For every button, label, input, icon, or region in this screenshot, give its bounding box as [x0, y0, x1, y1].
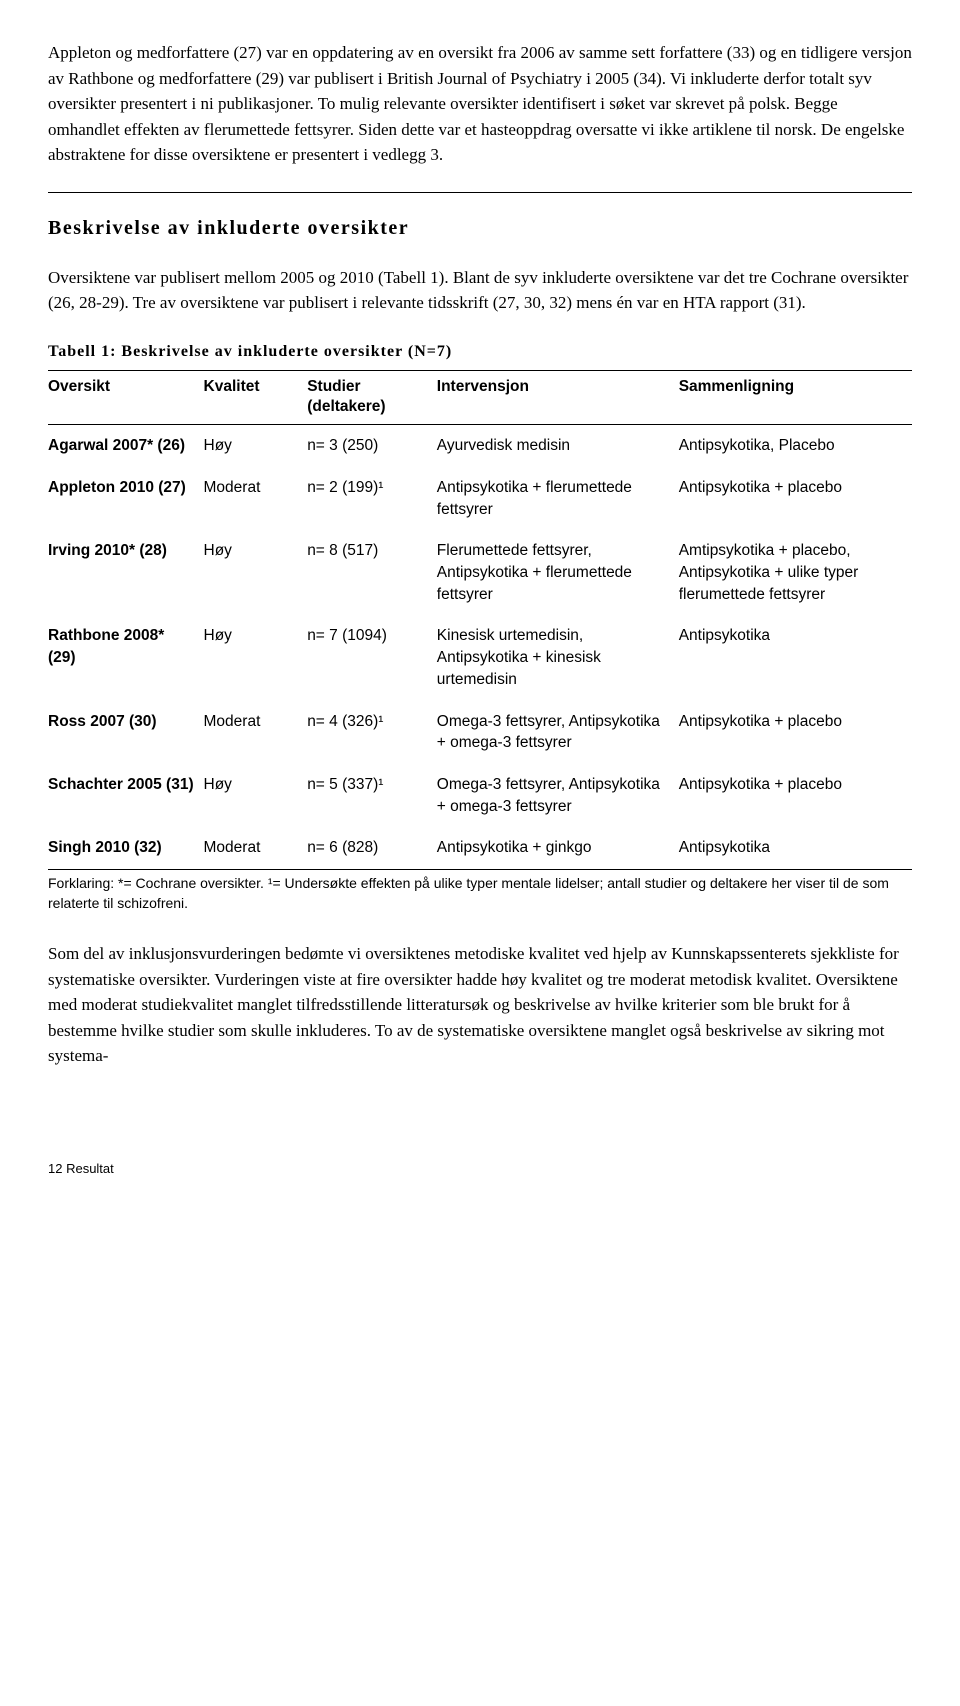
table-row: Schachter 2005 (31) Høy n= 5 (337)¹ Omeg…	[48, 764, 912, 827]
table-row: Agarwal 2007* (26) Høy n= 3 (250) Ayurve…	[48, 425, 912, 467]
cell-kvalitet: Høy	[204, 615, 308, 700]
cell-intervensjon: Ayurvedisk medisin	[437, 425, 679, 467]
th-kvalitet: Kvalitet	[204, 370, 308, 425]
cell-oversikt: Agarwal 2007* (26)	[48, 425, 204, 467]
cell-studier: n= 7 (1094)	[307, 615, 437, 700]
table-row: Appleton 2010 (27) Moderat n= 2 (199)¹ A…	[48, 467, 912, 530]
cell-studier: n= 6 (828)	[307, 827, 437, 869]
cell-sammenligning: Antipsykotika + placebo	[679, 467, 912, 530]
cell-intervensjon: Antipsykotika + flerumettede fettsyrer	[437, 467, 679, 530]
cell-sammenligning: Antipsykotika	[679, 615, 912, 700]
cell-intervensjon: Omega-3 fettsyrer, Antipsykotika + omega…	[437, 701, 679, 764]
cell-oversikt: Ross 2007 (30)	[48, 701, 204, 764]
cell-studier: n= 4 (326)¹	[307, 701, 437, 764]
th-studier: Studier (deltakere)	[307, 370, 437, 425]
cell-kvalitet: Moderat	[204, 701, 308, 764]
cell-intervensjon: Antipsykotika + ginkgo	[437, 827, 679, 869]
cell-intervensjon: Kinesisk urtemedisin, Antipsykotika + ki…	[437, 615, 679, 700]
cell-kvalitet: Høy	[204, 425, 308, 467]
th-sammenligning: Sammenligning	[679, 370, 912, 425]
cell-kvalitet: Moderat	[204, 467, 308, 530]
cell-oversikt: Irving 2010* (28)	[48, 530, 204, 615]
cell-sammenligning: Antipsykotika	[679, 827, 912, 869]
reviews-table: Oversikt Kvalitet Studier (deltakere) In…	[48, 370, 912, 869]
cell-sammenligning: Antipsykotika, Placebo	[679, 425, 912, 467]
cell-oversikt: Rathbone 2008* (29)	[48, 615, 204, 700]
cell-kvalitet: Moderat	[204, 827, 308, 869]
cell-sammenligning: Amtipsykotika + placebo, Antipsykotika +…	[679, 530, 912, 615]
table-row: Irving 2010* (28) Høy n= 8 (517) Flerume…	[48, 530, 912, 615]
cell-intervensjon: Omega-3 fettsyrer, Antipsykotika + omega…	[437, 764, 679, 827]
paragraph-intro: Appleton og medforfattere (27) var en op…	[48, 40, 912, 168]
cell-kvalitet: Høy	[204, 530, 308, 615]
table-header-row: Oversikt Kvalitet Studier (deltakere) In…	[48, 370, 912, 425]
cell-oversikt: Singh 2010 (32)	[48, 827, 204, 869]
cell-oversikt: Schachter 2005 (31)	[48, 764, 204, 827]
cell-sammenligning: Antipsykotika + placebo	[679, 764, 912, 827]
page-footer: 12 Resultat	[48, 1159, 912, 1179]
cell-studier: n= 3 (250)	[307, 425, 437, 467]
table-row: Singh 2010 (32) Moderat n= 6 (828) Antip…	[48, 827, 912, 869]
paragraph-overview: Oversiktene var publisert mellom 2005 og…	[48, 265, 912, 316]
divider	[48, 192, 912, 193]
cell-studier: n= 5 (337)¹	[307, 764, 437, 827]
table-caption: Tabell 1: Beskrivelse av inkluderte over…	[48, 340, 912, 364]
table-footnote: Forklaring: *= Cochrane oversikter. ¹= U…	[48, 869, 912, 913]
cell-oversikt: Appleton 2010 (27)	[48, 467, 204, 530]
th-oversikt: Oversikt	[48, 370, 204, 425]
table-row: Rathbone 2008* (29) Høy n= 7 (1094) Kine…	[48, 615, 912, 700]
section-title: Beskrivelse av inkluderte oversikter	[48, 213, 912, 243]
cell-intervensjon: Flerumettede fettsyrer, Antipsykotika + …	[437, 530, 679, 615]
table-row: Ross 2007 (30) Moderat n= 4 (326)¹ Omega…	[48, 701, 912, 764]
cell-studier: n= 2 (199)¹	[307, 467, 437, 530]
paragraph-quality: Som del av inklusjonsvurderingen bedømte…	[48, 941, 912, 1069]
cell-sammenligning: Antipsykotika + placebo	[679, 701, 912, 764]
cell-kvalitet: Høy	[204, 764, 308, 827]
cell-studier: n= 8 (517)	[307, 530, 437, 615]
th-intervensjon: Intervensjon	[437, 370, 679, 425]
